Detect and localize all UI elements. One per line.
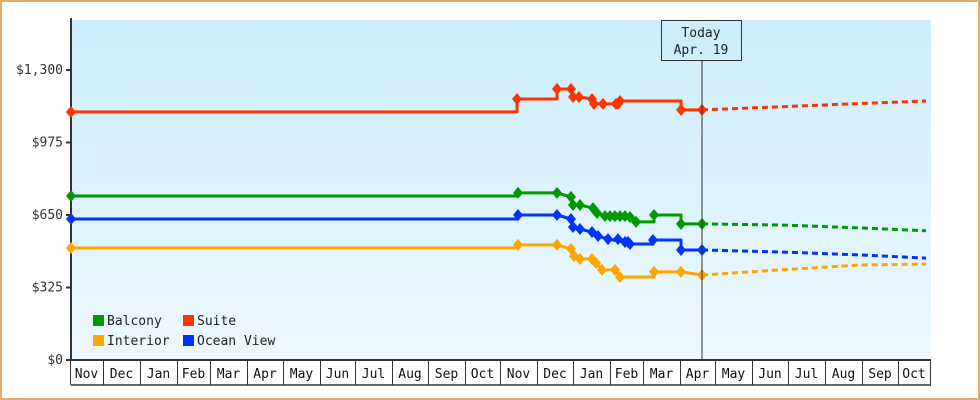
data-point-marker[interactable] bbox=[568, 221, 578, 234]
series-interior bbox=[66, 238, 927, 284]
y-tick-label: $650 bbox=[32, 208, 63, 223]
data-point-marker[interactable] bbox=[625, 238, 635, 250]
x-month-label: Jan bbox=[147, 367, 170, 382]
x-month-label: Jul bbox=[362, 367, 385, 382]
legend-swatch bbox=[93, 315, 104, 326]
y-tick-label: $975 bbox=[32, 136, 63, 151]
series-suite bbox=[66, 82, 927, 118]
data-point-marker[interactable] bbox=[592, 206, 602, 219]
today-label: Today bbox=[681, 26, 720, 41]
data-point-marker[interactable] bbox=[513, 186, 523, 199]
data-point-marker[interactable] bbox=[649, 209, 659, 221]
data-point-marker[interactable] bbox=[591, 256, 601, 269]
data-point-marker[interactable] bbox=[512, 93, 522, 105]
data-point-marker[interactable] bbox=[631, 215, 641, 228]
x-month-label: Apr bbox=[686, 367, 710, 382]
x-month-label: Jun bbox=[758, 367, 781, 382]
x-month-label: May bbox=[290, 367, 314, 382]
x-month-label: Dec bbox=[110, 367, 133, 382]
data-point-marker[interactable] bbox=[649, 265, 659, 278]
data-point-marker[interactable] bbox=[589, 97, 599, 110]
x-month-label: May bbox=[722, 367, 746, 382]
data-point-marker[interactable] bbox=[552, 238, 562, 251]
data-point-marker[interactable] bbox=[676, 103, 686, 116]
data-point-marker[interactable] bbox=[66, 105, 76, 118]
data-point-marker[interactable] bbox=[597, 263, 607, 276]
today-marker: Today Apr. 19 bbox=[661, 20, 742, 360]
x-month-label: Sep bbox=[435, 367, 459, 382]
data-point-marker[interactable] bbox=[66, 190, 76, 203]
data-point-marker[interactable] bbox=[552, 186, 562, 199]
y-tick-label: $0 bbox=[47, 353, 63, 368]
x-month-label: Oct bbox=[902, 367, 925, 382]
x-month-label: Feb bbox=[615, 367, 639, 382]
today-date: Apr. 19 bbox=[674, 43, 729, 58]
legend-item-interior[interactable]: Interior bbox=[93, 334, 170, 349]
data-point-marker[interactable] bbox=[615, 95, 625, 108]
data-point-marker[interactable] bbox=[610, 263, 620, 276]
x-month-label: Feb bbox=[182, 367, 206, 382]
x-month-label: Jul bbox=[795, 367, 818, 382]
legend-label: Suite bbox=[197, 314, 236, 329]
x-month-label: Sep bbox=[868, 367, 892, 382]
data-point-marker[interactable] bbox=[552, 209, 562, 221]
series-ocean-view bbox=[66, 209, 927, 260]
series-balcony bbox=[66, 186, 927, 233]
x-month-label: Aug bbox=[398, 367, 421, 382]
x-month-label: Aug bbox=[832, 367, 855, 382]
data-point-marker[interactable] bbox=[575, 223, 585, 236]
x-month-label: Nov bbox=[507, 367, 531, 382]
legend-swatch bbox=[93, 335, 104, 346]
x-month-label: Oct bbox=[471, 367, 494, 382]
data-point-marker[interactable] bbox=[513, 238, 523, 251]
data-point-marker[interactable] bbox=[593, 229, 603, 242]
legend-label: Ocean View bbox=[197, 334, 275, 349]
legend-swatch bbox=[183, 315, 194, 326]
data-point-marker[interactable] bbox=[513, 209, 523, 221]
series-layer bbox=[66, 82, 927, 284]
data-point-marker[interactable] bbox=[676, 217, 686, 230]
today-box bbox=[661, 20, 742, 61]
data-point-marker[interactable] bbox=[676, 265, 686, 278]
legend-item-balcony[interactable]: Balcony bbox=[93, 314, 162, 329]
x-axis: Nov Dec Jan Feb Mar Apr May Jun Jul Aug Sep Oct Nov D… bbox=[70, 359, 931, 386]
data-point-marker[interactable] bbox=[66, 213, 76, 226]
y-axis: $0 $325 $650 $975 $1,300 bbox=[16, 18, 72, 368]
data-point-marker[interactable] bbox=[66, 242, 76, 255]
legend-label: Interior bbox=[107, 334, 170, 349]
legend-item-suite[interactable]: Suite bbox=[183, 314, 236, 329]
data-point-marker[interactable] bbox=[615, 271, 625, 284]
data-point-marker[interactable] bbox=[568, 198, 578, 211]
data-point-marker[interactable] bbox=[552, 82, 562, 95]
data-point-marker[interactable] bbox=[574, 90, 584, 103]
y-tick-label: $325 bbox=[32, 281, 63, 296]
legend-swatch bbox=[183, 335, 194, 346]
data-point-marker[interactable] bbox=[598, 97, 608, 110]
data-point-marker[interactable] bbox=[603, 233, 613, 246]
legend-label: Balcony bbox=[107, 314, 162, 329]
data-point-marker[interactable] bbox=[648, 233, 658, 246]
data-point-marker[interactable] bbox=[625, 211, 635, 224]
x-month-label: Nov bbox=[75, 367, 99, 382]
x-month-label: Jun bbox=[326, 367, 349, 382]
legend-item-ocean-view[interactable]: Ocean View bbox=[183, 334, 275, 349]
data-point-marker[interactable] bbox=[676, 244, 686, 257]
plot-area bbox=[71, 20, 931, 360]
x-month-label: Mar bbox=[217, 367, 241, 382]
x-month-label: Apr bbox=[253, 367, 277, 382]
x-month-label: Dec bbox=[543, 367, 566, 382]
legend: Balcony Suite Interior Ocean View bbox=[93, 314, 275, 349]
x-month-label: Jan bbox=[580, 367, 603, 382]
y-tick-label: $1,300 bbox=[16, 63, 63, 78]
data-point-marker[interactable] bbox=[568, 90, 578, 103]
x-month-label: Mar bbox=[650, 367, 674, 382]
data-point-marker[interactable] bbox=[575, 198, 585, 211]
data-point-marker[interactable] bbox=[575, 252, 585, 265]
